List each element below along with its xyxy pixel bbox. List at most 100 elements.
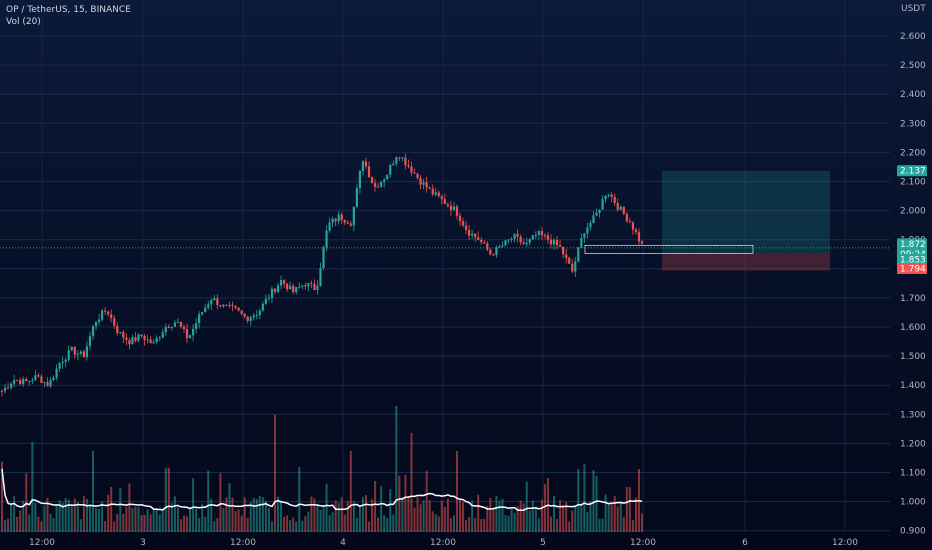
position-tool (584, 170, 830, 271)
volume-bar (55, 504, 58, 532)
candle-body (507, 239, 510, 241)
candle-body (179, 321, 183, 327)
candle-body (498, 246, 501, 248)
volume-indicator-label[interactable]: Vol (20) (6, 17, 41, 27)
candle-body (64, 359, 67, 362)
candle-body (9, 383, 13, 388)
volume-bar (310, 496, 313, 532)
candle-body (22, 379, 25, 385)
volume-bar (313, 498, 316, 532)
candle-body (549, 239, 553, 245)
volume-bar (325, 483, 328, 532)
time-tick-label: 12:00 (29, 538, 55, 548)
volume-bar (462, 502, 465, 532)
candle-body (158, 337, 161, 339)
chart-legend: OP / TetherUS, 15, BINANCE Vol (20) (6, 4, 131, 28)
candle-body (377, 186, 380, 188)
volume-bar (88, 504, 91, 532)
price-tick-label: 2.300 (900, 119, 926, 129)
candle-body (367, 166, 371, 178)
candle-body (495, 247, 498, 256)
volume-bar (480, 518, 483, 532)
candle-body (3, 387, 7, 392)
candle-body (413, 172, 416, 174)
volume-bar (149, 514, 152, 532)
candle-body (67, 350, 70, 360)
candle-body (298, 286, 301, 288)
volume-bar (316, 505, 319, 532)
volume-bar (7, 518, 10, 532)
candle-body (31, 380, 34, 382)
volume-bar (131, 508, 134, 532)
candle-body (91, 326, 95, 337)
volume-bar (82, 496, 85, 532)
price-tick-label: 1.100 (900, 469, 926, 479)
price-tick-label: 1.400 (900, 381, 926, 391)
volume-bar (52, 518, 55, 532)
volume-bar (355, 517, 358, 532)
candle-body (598, 209, 601, 213)
volume-bar (34, 503, 37, 532)
candle-body (19, 380, 22, 385)
candle-body (346, 222, 349, 224)
volume-bar (146, 509, 149, 532)
volume-bar (246, 518, 249, 532)
volume-bar (534, 508, 537, 532)
volume-bar (161, 508, 164, 532)
volume-bar (334, 500, 337, 532)
volume-bar (525, 481, 528, 532)
candle-body (446, 204, 449, 206)
volume-bar (122, 513, 125, 532)
volume-bar (565, 501, 568, 532)
candle-body (195, 323, 198, 329)
candle-body (104, 310, 107, 312)
volume-bar (522, 503, 525, 532)
candle-body (610, 194, 613, 197)
candle-body (419, 177, 422, 185)
volume-bar (610, 503, 613, 532)
volume-bar (537, 518, 540, 532)
candles (0, 153, 644, 397)
candle-body (407, 165, 410, 167)
candle-body (301, 285, 304, 287)
price-tick-label: 2.200 (900, 148, 926, 158)
volume-bar (531, 500, 534, 532)
candle-body (176, 321, 180, 323)
volume-bar (361, 497, 364, 532)
volume-bar (73, 498, 76, 532)
candle-body (489, 249, 492, 255)
volume-bar (571, 510, 574, 532)
volume-bar (540, 499, 543, 532)
volume-bar (140, 515, 143, 532)
candle-body (225, 304, 228, 306)
candle-body (282, 280, 286, 284)
time-tick-label: 12:00 (630, 538, 656, 548)
volume-bar (58, 500, 61, 532)
candle-body (94, 321, 98, 327)
candle-body (252, 315, 255, 318)
volume-bar (128, 483, 131, 532)
candle-body (340, 214, 343, 220)
candle-body (255, 315, 258, 317)
current-price-tag: 1.872 (900, 240, 926, 250)
volume-bar (91, 451, 94, 532)
candle-body (286, 283, 289, 290)
candle-body (440, 196, 443, 200)
volume-bar (195, 506, 198, 532)
volume-bar (553, 496, 556, 532)
price-tick-label: 2.500 (900, 61, 926, 71)
volume-bar (483, 518, 486, 532)
symbol-title[interactable]: OP / TetherUS, 15, BINANCE (6, 5, 131, 15)
candle-body (525, 242, 528, 245)
candle-body (522, 242, 525, 245)
candle-body (437, 192, 440, 197)
volume-bar (583, 464, 586, 532)
candle-body (122, 332, 125, 338)
volume-bar (474, 517, 477, 532)
volume-bar (76, 502, 79, 532)
candle-body (389, 165, 392, 175)
volume-bar (586, 512, 589, 532)
volume-bar (425, 470, 428, 532)
candle-body (568, 257, 571, 264)
